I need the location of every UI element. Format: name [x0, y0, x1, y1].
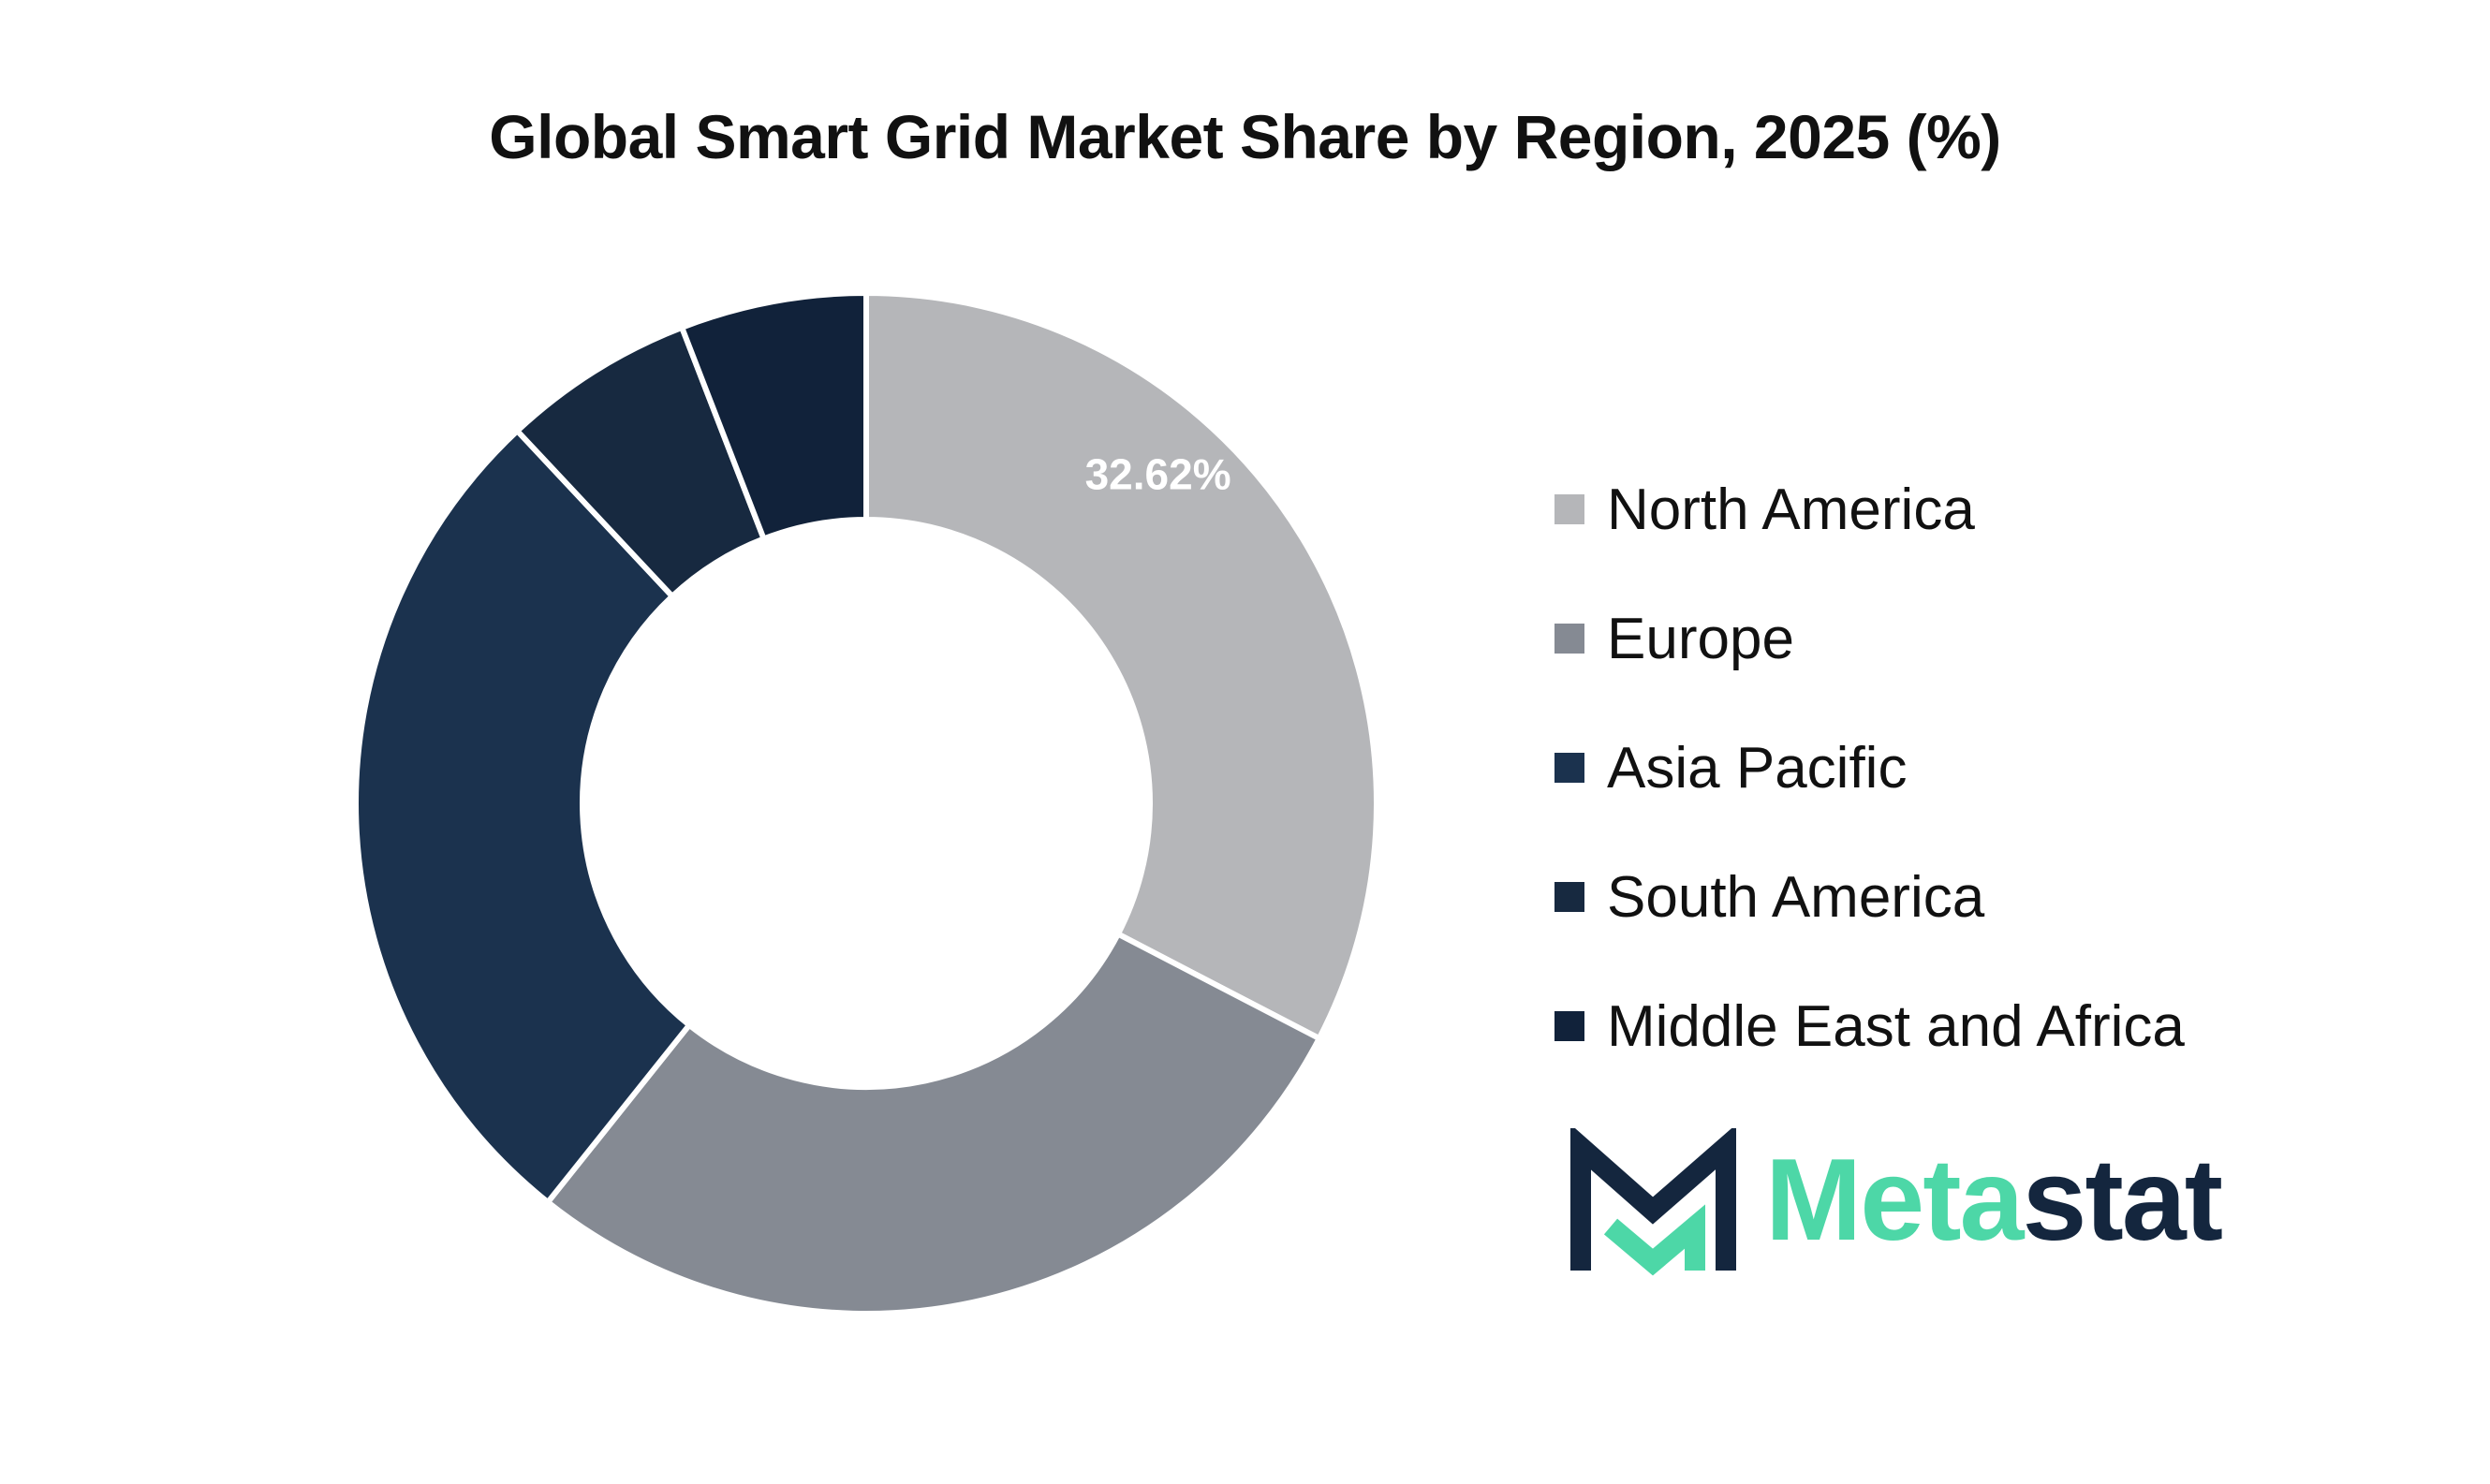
legend-label: Europe — [1607, 606, 1794, 671]
metastat-logo-wordmark: Metastat — [1765, 1134, 2224, 1267]
legend-label: North America — [1607, 477, 1975, 542]
donut-slice-north-america — [863, 290, 1379, 1042]
legend-label: Middle East and Africa — [1607, 993, 2185, 1059]
legend-swatch — [1554, 494, 1584, 524]
legend-item-middle-east-and-africa: Middle East and Africa — [1554, 962, 2185, 1091]
legend-item-north-america: North America — [1554, 445, 2185, 574]
legend-swatch — [1554, 753, 1584, 783]
legend-label: Asia Pacific — [1607, 735, 1908, 801]
donut-data-labels: 32.62% — [1085, 449, 1231, 498]
legend-item-south-america: South America — [1554, 832, 2185, 962]
donut-slices — [353, 290, 1379, 1317]
legend-swatch — [1554, 1011, 1584, 1041]
legend-swatch — [1554, 624, 1584, 654]
metastat-logo: Metastat — [1564, 1124, 2257, 1278]
legend-swatch — [1554, 882, 1584, 912]
logo-text-meta: Meta — [1765, 1136, 2025, 1265]
legend-item-europe: Europe — [1554, 574, 2185, 703]
donut-slice-europe — [545, 931, 1322, 1317]
chart-title: Global Smart Grid Market Share by Region… — [489, 102, 2001, 171]
legend-label: South America — [1607, 864, 1985, 930]
legend: North America Europe Asia Pacific South Ame… — [1554, 445, 2185, 1091]
data-label-north-america: 32.62% — [1085, 449, 1231, 498]
donut-slice-middle-east-and-africa — [679, 290, 869, 542]
metastat-logo-icon — [1570, 1124, 1736, 1276]
donut-slice-asia-pacific — [353, 428, 692, 1205]
legend-item-asia-pacific: Asia Pacific — [1554, 703, 2185, 832]
logo-text-stat: stat — [2022, 1136, 2224, 1265]
